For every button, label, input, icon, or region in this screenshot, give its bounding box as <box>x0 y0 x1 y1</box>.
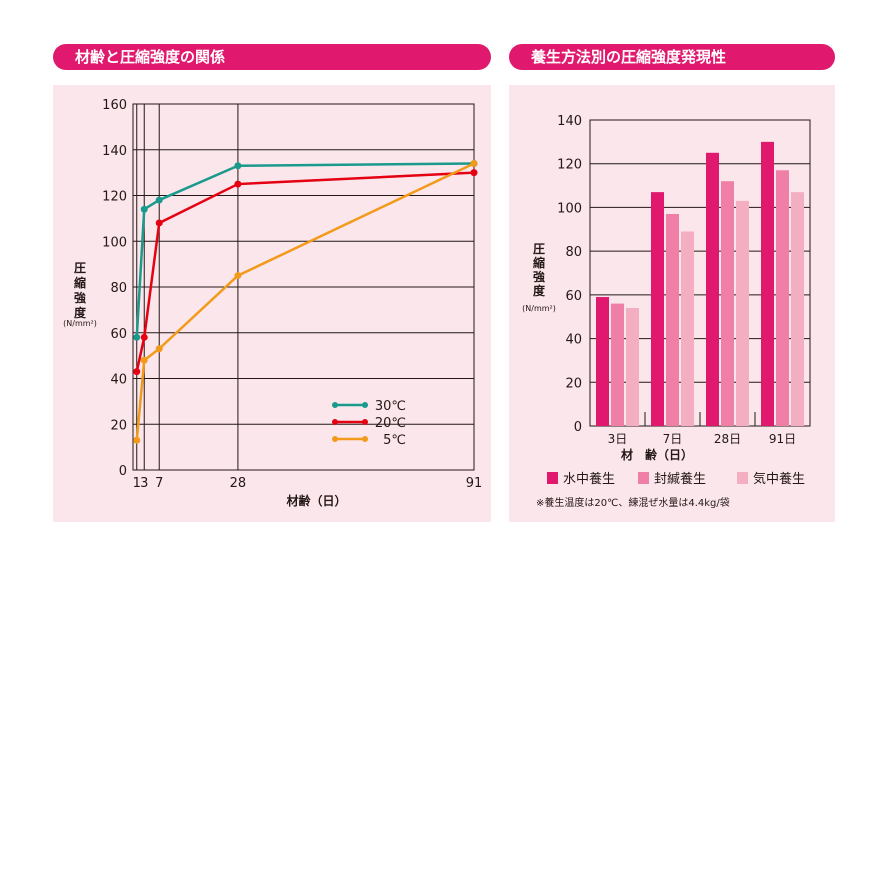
line-point-30℃ <box>133 333 141 341</box>
line-point-20℃ <box>155 219 163 227</box>
bar-chart-y-unit: (N/mm²) <box>522 304 556 313</box>
line-chart-y-axis-label: 圧縮強度 <box>74 261 87 320</box>
legend-marker-20℃ <box>332 419 338 425</box>
bar-水中養生-7日 <box>651 192 664 426</box>
line-chart-x-tick-label: 28 <box>230 476 247 491</box>
bar-chart-y-tick-label: 60 <box>565 289 582 304</box>
bar-chart-y-tick-label: 0 <box>574 420 582 435</box>
legend-marker-5℃ <box>362 436 368 442</box>
line-chart-x-tick-label: 1 <box>133 476 141 491</box>
bar-chart-category-label: 7日 <box>663 432 683 446</box>
line-point-30℃ <box>234 162 242 170</box>
line-point-30℃ <box>155 196 163 204</box>
right-chart-title: 養生方法別の圧縮強度発現性 <box>509 44 835 70</box>
legend-label-5℃: 5℃ <box>383 433 406 448</box>
line-point-20℃ <box>140 333 148 341</box>
legend-marker-30℃ <box>362 402 368 408</box>
bar-chart-y-tick-label: 100 <box>557 201 582 216</box>
bar-気中養生-91日 <box>791 192 804 426</box>
bar-封緘養生-7日 <box>666 213 679 426</box>
bar-chart-y-tick-label: 40 <box>565 333 582 348</box>
bar-水中養生-28日 <box>706 152 719 427</box>
line-chart-x-tick-label: 3 <box>140 476 148 491</box>
bar-封緘養生-3日 <box>611 303 624 426</box>
bar-水中養生-91日 <box>761 141 774 426</box>
legend-marker-20℃ <box>362 419 368 425</box>
bar-legend-label-水中養生: 水中養生 <box>563 471 615 487</box>
line-chart-y-tick-label: 160 <box>102 98 127 113</box>
bar-legend-swatch-水中養生 <box>547 472 558 484</box>
bar-legend-swatch-気中養生 <box>737 472 748 484</box>
line-point-5℃ <box>140 356 148 364</box>
line-chart-y-tick-label: 120 <box>102 190 127 205</box>
bar-気中養生-28日 <box>736 200 749 426</box>
line-point-20℃ <box>133 368 141 376</box>
legend-marker-5℃ <box>332 436 338 442</box>
bar-chart-x-axis-label: 材 齢（日） <box>620 447 693 462</box>
line-series-30℃ <box>135 162 475 338</box>
bar-封緘養生-91日 <box>776 170 789 426</box>
bar-chart-y-tick-label: 120 <box>557 158 582 173</box>
line-point-20℃ <box>470 169 478 177</box>
legend-label-30℃: 30℃ <box>375 399 406 414</box>
legend-label-20℃: 20℃ <box>375 416 406 431</box>
bar-気中養生-7日 <box>681 231 694 426</box>
line-point-5℃ <box>470 159 478 167</box>
left-chart-title: 材齢と圧縮強度の関係 <box>53 44 491 70</box>
bar-chart-y-tick-label: 20 <box>565 376 582 391</box>
bar-chart-note: ※養生温度は20℃、練混ぜ水量は4.4kg/袋 <box>536 496 730 509</box>
line-chart-y-tick-label: 40 <box>110 373 127 388</box>
line-chart-y-tick-label: 100 <box>102 235 127 250</box>
line-chart-x-tick-label: 91 <box>466 476 483 491</box>
bar-legend-label-気中養生: 気中養生 <box>753 471 805 487</box>
line-chart-x-tick-label: 7 <box>155 476 163 491</box>
bar-chart-y-tick-label: 140 <box>557 114 582 129</box>
line-chart-y-tick-label: 140 <box>102 144 127 159</box>
line-point-30℃ <box>140 205 148 213</box>
line-chart-y-unit: (N/mm²) <box>63 319 97 328</box>
bar-chart-category-label: 91日 <box>769 432 796 446</box>
line-chart-x-axis-label: 材齢（日） <box>285 493 346 508</box>
bar-水中養生-3日 <box>596 297 609 426</box>
bar-chart-category-label: 3日 <box>608 432 628 446</box>
line-chart-y-tick-label: 20 <box>110 418 127 433</box>
line-chart-y-tick-label: 0 <box>119 464 127 479</box>
legend-marker-30℃ <box>332 402 338 408</box>
bar-legend-label-封緘養生: 封緘養生 <box>654 471 706 487</box>
line-point-20℃ <box>234 180 242 188</box>
line-point-5℃ <box>234 272 242 280</box>
line-point-5℃ <box>133 436 141 444</box>
bar-封緘養生-28日 <box>721 181 734 426</box>
line-point-5℃ <box>155 345 163 353</box>
line-chart-y-tick-label: 80 <box>110 281 127 296</box>
bar-気中養生-3日 <box>626 307 639 426</box>
line-series-5℃ <box>135 162 475 441</box>
line-series-20℃ <box>135 171 475 372</box>
bar-chart-y-tick-label: 80 <box>565 245 582 260</box>
bar-legend-swatch-封緘養生 <box>638 472 649 484</box>
bar-chart-category-label: 28日 <box>714 432 741 446</box>
line-chart-y-tick-label: 60 <box>110 327 127 342</box>
bar-chart-y-axis-label: 圧縮強度 <box>533 242 546 298</box>
line-chart-panel <box>53 85 491 522</box>
